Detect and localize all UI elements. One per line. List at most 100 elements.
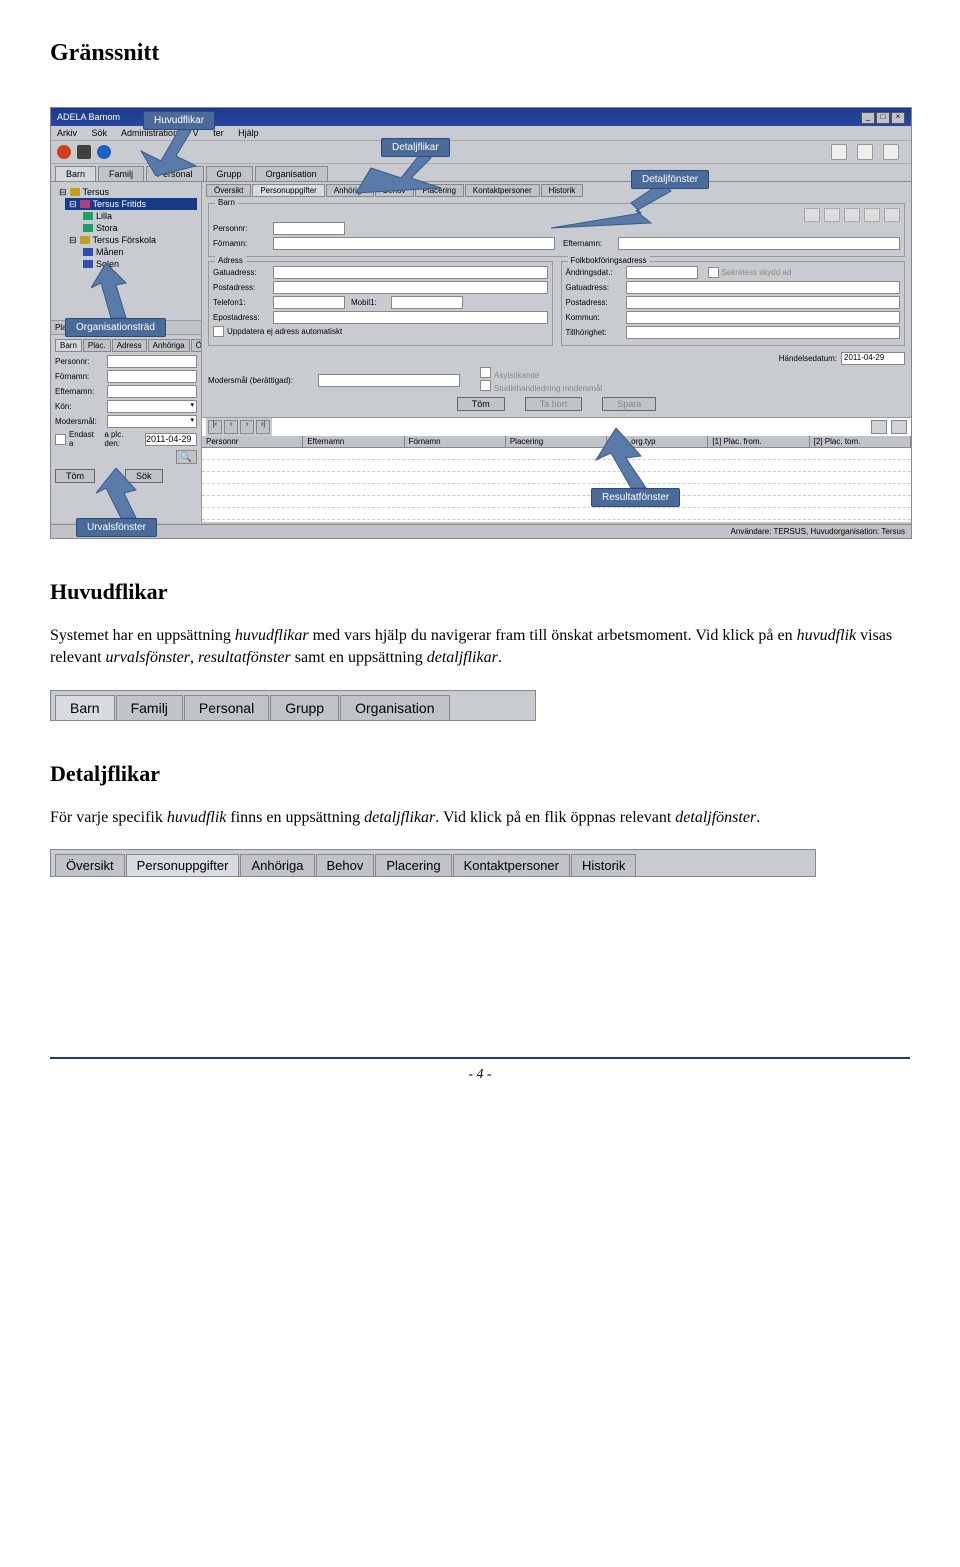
inp[interactable]	[273, 311, 548, 324]
toolbar-icon-1[interactable]	[57, 145, 71, 159]
gh[interactable]: [1] Plac. from.	[708, 436, 809, 447]
inp[interactable]	[626, 266, 698, 279]
dtab-kontakt[interactable]: Kontaktpersoner	[465, 184, 540, 197]
search-icon[interactable]: 🔍	[176, 450, 197, 464]
callout-detaljflikar: Detaljflikar	[381, 138, 450, 157]
ts-personal[interactable]: Personal	[184, 695, 269, 720]
ftab-plac[interactable]: Plac.	[83, 339, 111, 352]
toolbar-right-2[interactable]	[857, 144, 873, 160]
inp[interactable]	[626, 326, 901, 339]
sel-modersmal[interactable]	[107, 415, 197, 428]
inp[interactable]	[618, 237, 900, 250]
callout-urval: Urvalsfönster	[76, 518, 157, 537]
gh[interactable]: Förnamn	[405, 436, 506, 447]
chk[interactable]	[213, 326, 224, 337]
tab-barn[interactable]: Barn	[55, 166, 96, 181]
lbl: Efternamn:	[563, 239, 618, 248]
inp[interactable]	[391, 296, 463, 309]
ts-personuppg[interactable]: Personuppgifter	[126, 854, 240, 876]
ts-placering[interactable]: Placering	[375, 854, 451, 876]
dtab-oversikt[interactable]: Översikt	[206, 184, 251, 197]
ts-oversikt[interactable]: Översikt	[55, 854, 125, 876]
ftab-barn[interactable]: Barn	[55, 339, 82, 352]
lbl: Modersmål (berättigad):	[208, 376, 318, 385]
ts-grupp[interactable]: Grupp	[270, 695, 339, 720]
inp-handelse[interactable]: 2011-04-29	[841, 352, 905, 365]
tab-grupp[interactable]: Grupp	[206, 166, 253, 181]
form-icon[interactable]	[884, 208, 900, 222]
heading-detaljflikar: Detaljflikar	[50, 761, 910, 787]
para-1: Systemet har en uppsättning huvudflikar …	[50, 625, 910, 670]
ftab-anhoriga[interactable]: Anhöriga	[148, 339, 190, 352]
menu-sok[interactable]: Sök	[92, 128, 108, 138]
grid-area: |‹‹››| Personnr Efternamn Förnamn Placer…	[202, 418, 911, 522]
sel-kon[interactable]	[107, 400, 197, 413]
ts-behov[interactable]: Behov	[316, 854, 375, 876]
chk-endast[interactable]	[55, 434, 66, 445]
ts-anhoriga[interactable]: Anhöriga	[240, 854, 314, 876]
sel[interactable]	[626, 311, 901, 324]
ts-familj[interactable]: Familj	[116, 695, 183, 720]
inp-personnr[interactable]	[107, 355, 197, 368]
inp[interactable]	[273, 266, 548, 279]
window-buttons[interactable]: _□×	[860, 111, 905, 124]
ts-historik[interactable]: Historik	[571, 854, 636, 876]
lbl: Studiehandledning modersmål	[494, 384, 602, 393]
gh[interactable]: Personnr	[202, 436, 303, 447]
form-icon[interactable]	[864, 208, 880, 222]
lbl-plcden: a plc. den:	[104, 430, 141, 448]
form-icon[interactable]	[804, 208, 820, 222]
btn-spara[interactable]: Spara	[602, 397, 656, 411]
btn-tom[interactable]: Töm	[55, 469, 95, 483]
tree-node-manen[interactable]: Månen	[96, 246, 124, 258]
inp-efternamn[interactable]	[107, 385, 197, 398]
tree-root[interactable]: Tersus	[83, 186, 110, 198]
ts-kontakt[interactable]: Kontaktpersoner	[453, 854, 570, 876]
callout-huvudflikar: Huvudflikar	[143, 111, 215, 130]
inp-fornamn[interactable]	[107, 370, 197, 383]
inp[interactable]	[273, 296, 345, 309]
ts-organisation[interactable]: Organisation	[340, 695, 449, 720]
right-pane: Översikt Personuppgifter Anhöriga Behov …	[202, 182, 911, 522]
lbl: Personnr:	[213, 224, 273, 233]
dtab-personuppg[interactable]: Personuppgifter	[252, 184, 324, 197]
tree-node-stora[interactable]: Stora	[96, 222, 118, 234]
lbl: Kommun:	[566, 313, 626, 322]
callout-resultat: Resultatfönster	[591, 488, 680, 507]
toolbar-right-1[interactable]	[831, 144, 847, 160]
form-icon[interactable]	[844, 208, 860, 222]
gh[interactable]: Efternamn	[303, 436, 404, 447]
toolbar-icon-2[interactable]	[77, 145, 91, 159]
sel[interactable]	[318, 374, 460, 387]
ftab-ovrigt[interactable]: Övrigt	[191, 339, 201, 352]
inp[interactable]	[626, 296, 901, 309]
tree-node-forskola[interactable]: Tersus Förskola	[93, 234, 157, 246]
inp[interactable]	[626, 281, 901, 294]
lbl: Telefon1:	[213, 298, 273, 307]
lbl: Postadress:	[566, 298, 626, 307]
lbl: Tillhörighet:	[566, 328, 626, 337]
inp-date[interactable]: 2011-04-29	[145, 433, 197, 446]
menu-ter[interactable]: ter	[213, 128, 224, 138]
btn-tom2[interactable]: Töm	[457, 397, 505, 411]
ftab-adress[interactable]: Adress	[112, 339, 147, 352]
form-icon[interactable]	[824, 208, 840, 222]
tab-organisation[interactable]: Organisation	[255, 166, 328, 181]
grid-tools[interactable]	[871, 420, 907, 434]
app-screenshot: ADELA Barnom _□× Arkiv Sök Administratio…	[50, 107, 912, 539]
inp[interactable]	[273, 222, 345, 235]
lbl: Epostadress:	[213, 313, 273, 322]
inp[interactable]	[273, 237, 555, 250]
toolbar-icon-3[interactable]	[97, 145, 111, 159]
grid-nav[interactable]: |‹‹››|	[206, 418, 272, 436]
btn-tabort[interactable]: Ta bort	[525, 397, 583, 411]
tree-node-fritids[interactable]: Tersus Fritids	[93, 198, 147, 210]
chk[interactable]	[708, 267, 719, 278]
inp[interactable]	[273, 281, 548, 294]
tree-node-lilla[interactable]: Lilla	[96, 210, 112, 222]
menu-arkiv[interactable]: Arkiv	[57, 128, 77, 138]
menu-hjalp[interactable]: Hjälp	[238, 128, 259, 138]
gh[interactable]: [2] Plac. tom.	[810, 436, 911, 447]
toolbar-right-3[interactable]	[883, 144, 899, 160]
ts-barn[interactable]: Barn	[55, 695, 115, 720]
